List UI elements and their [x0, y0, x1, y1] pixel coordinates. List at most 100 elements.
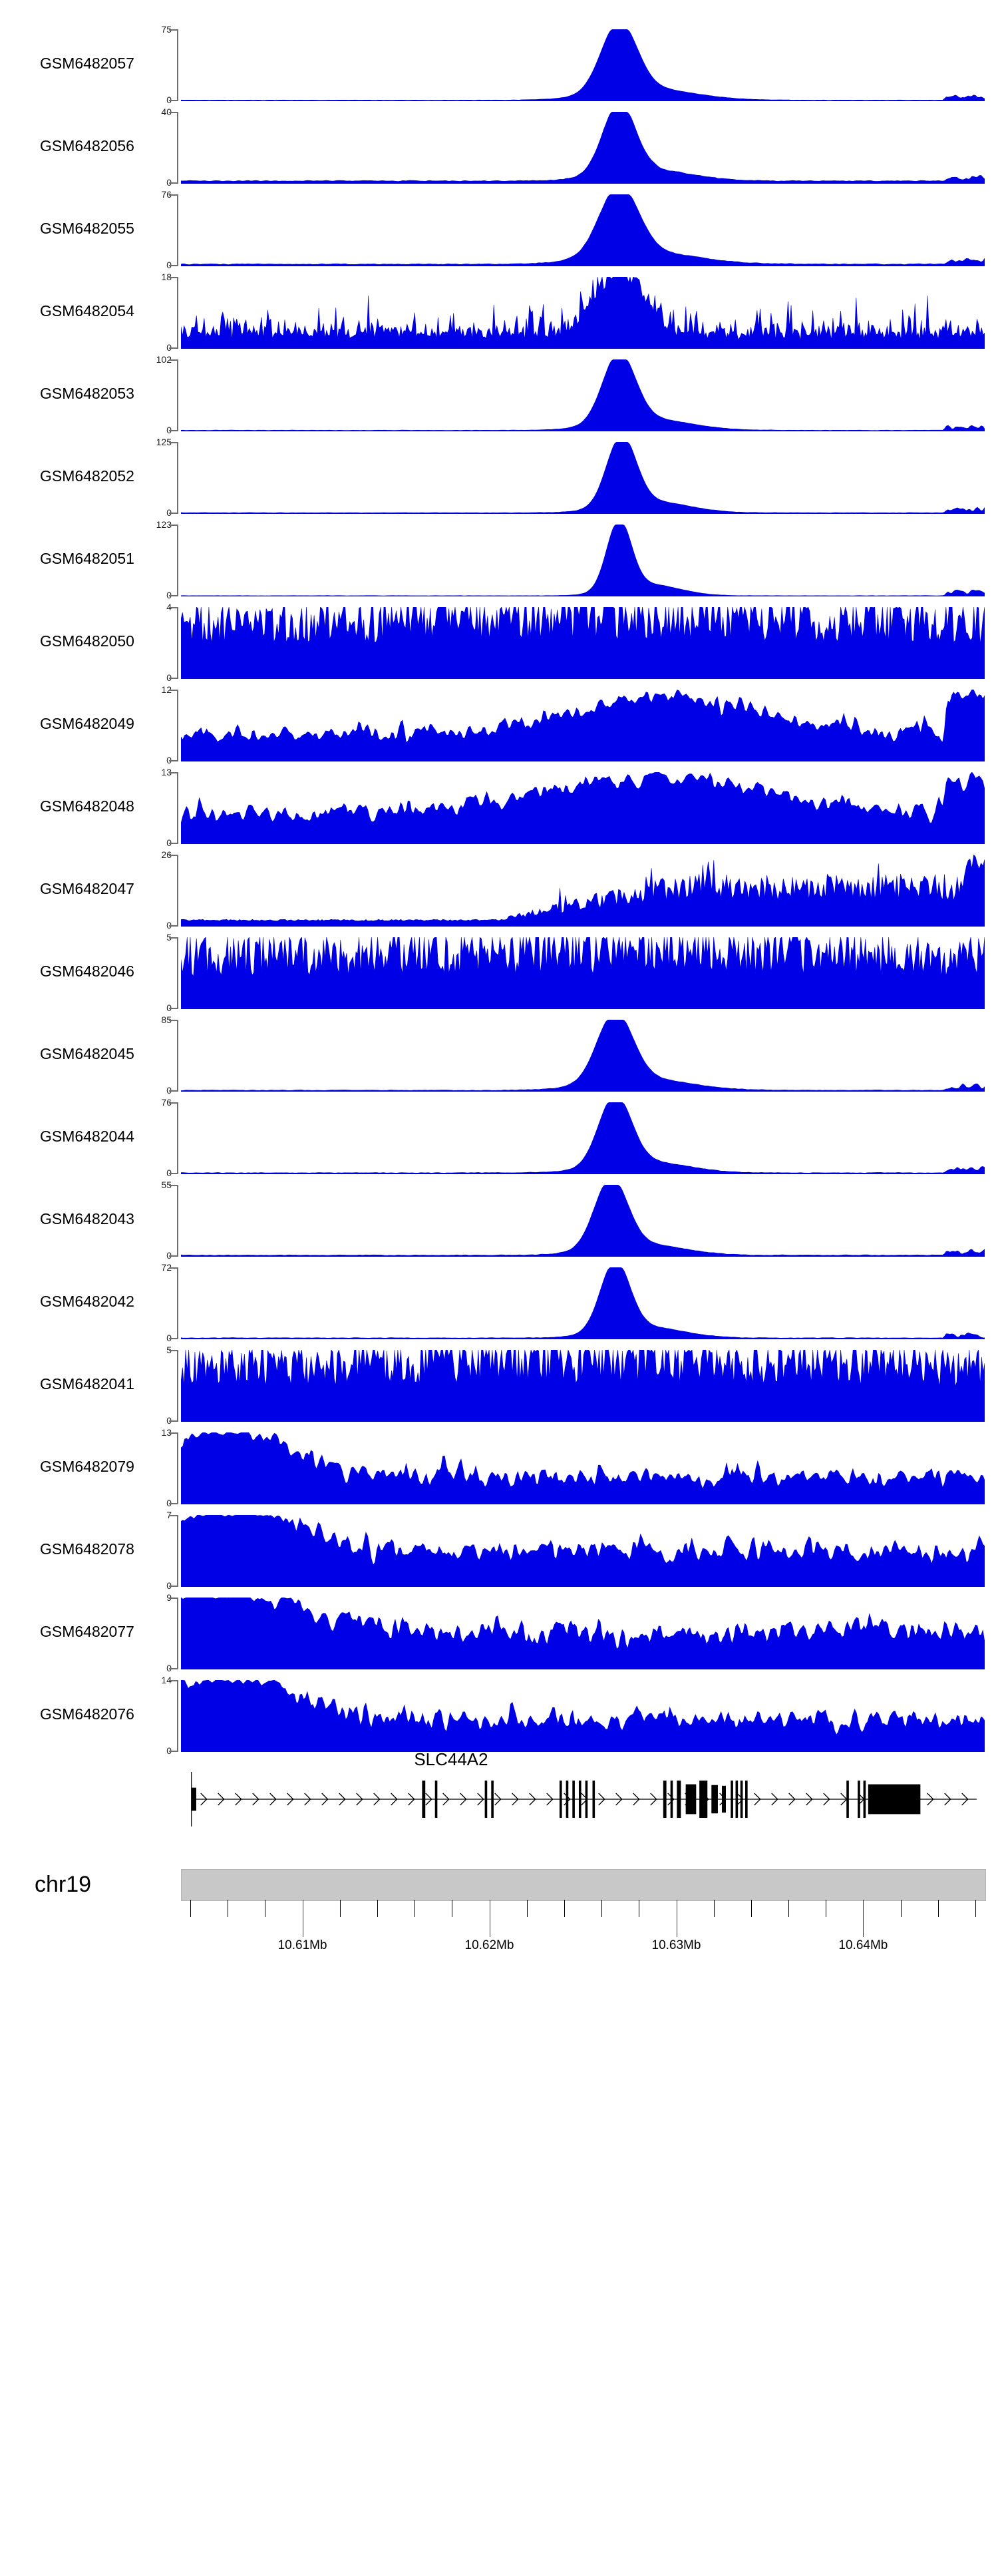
y-axis-tick-top: [169, 1267, 178, 1269]
y-axis-tick-bottom: [169, 1503, 178, 1504]
coverage-track[interactable]: GSM6482057 75 0: [0, 23, 998, 105]
coverage-track[interactable]: GSM6482047 26 0: [0, 848, 998, 931]
track-label: GSM6482053: [40, 385, 134, 402]
track-signal[interactable]: [181, 1350, 985, 1422]
ruler-minor-tick: [377, 1900, 378, 1917]
track-signal[interactable]: [181, 1598, 985, 1669]
y-axis-line: [177, 112, 178, 184]
ruler-minor-tick: [190, 1900, 191, 1917]
ideogram-bar[interactable]: [181, 1869, 986, 1901]
track-signal[interactable]: [181, 1680, 985, 1752]
y-axis-line: [177, 1350, 178, 1422]
track-signal[interactable]: [181, 1102, 985, 1174]
signal-area: [181, 937, 985, 1009]
y-axis-max-label: 9: [137, 1592, 172, 1603]
track-label: GSM6482055: [40, 220, 134, 237]
track-label: GSM6482051: [40, 550, 134, 567]
track-signal[interactable]: [181, 855, 985, 927]
y-axis-max-label: 5: [137, 1345, 172, 1355]
y-axis-min-label: 0: [137, 95, 172, 105]
track-signal[interactable]: [181, 442, 985, 514]
signal-area: [181, 525, 985, 596]
coverage-track[interactable]: GSM6482056 40 0: [0, 105, 998, 188]
coverage-track[interactable]: GSM6482053 102 0: [0, 353, 998, 435]
y-axis-tick-top: [169, 855, 178, 856]
y-axis-tick-bottom: [169, 182, 178, 184]
coverage-track[interactable]: GSM6482049 12 0: [0, 683, 998, 765]
y-axis-max-label: 26: [161, 849, 172, 860]
coverage-track[interactable]: GSM6482050 4 0: [0, 600, 998, 683]
track-signal[interactable]: [181, 1020, 985, 1092]
track-signal[interactable]: [181, 1432, 985, 1504]
track-signal[interactable]: [181, 607, 985, 679]
coverage-track[interactable]: GSM6482052 125 0: [0, 435, 998, 518]
track-label: GSM6482041: [40, 1375, 134, 1393]
y-axis-max-label: 5: [137, 932, 172, 943]
coverage-track[interactable]: GSM6482079 13 0: [0, 1426, 998, 1508]
y-axis-min-label: 0: [137, 590, 172, 600]
gene-name-label: SLC44A2: [414, 1749, 488, 1769]
y-axis-max-label: 40: [161, 107, 172, 117]
y-axis-tick-top: [169, 1598, 178, 1599]
y-axis-tick-top: [169, 359, 178, 361]
signal-area: [181, 29, 985, 101]
track-signal[interactable]: [181, 690, 985, 761]
y-axis-line: [177, 1102, 178, 1174]
y-axis-min-label: 0: [137, 1333, 172, 1343]
track-signal[interactable]: [181, 112, 985, 184]
coverage-track[interactable]: GSM6482045 85 0: [0, 1013, 998, 1096]
coverage-track[interactable]: GSM6482046 5 0: [0, 931, 998, 1013]
signal-area: [181, 1102, 985, 1174]
y-axis-max-label: 72: [161, 1262, 172, 1273]
track-signal[interactable]: [181, 359, 985, 431]
y-axis-min-label: 0: [137, 1002, 172, 1013]
y-axis-min-label: 0: [137, 507, 172, 518]
y-axis-tick-bottom: [169, 760, 178, 761]
y-axis-min-label: 0: [137, 672, 172, 683]
track-signal[interactable]: [181, 1267, 985, 1339]
y-axis-tick-bottom: [169, 1751, 178, 1752]
coverage-track[interactable]: GSM6482043 55 0: [0, 1178, 998, 1261]
coverage-track[interactable]: GSM6482042 72 0: [0, 1261, 998, 1343]
y-axis-line: [177, 1020, 178, 1092]
ruler-major-tick: [863, 1900, 864, 1937]
track-signal[interactable]: [181, 772, 985, 844]
signal-area: [181, 690, 985, 761]
track-signal[interactable]: [181, 194, 985, 266]
signal-area: [181, 112, 985, 184]
y-axis-tick-bottom: [169, 1668, 178, 1669]
signal-area: [181, 1267, 985, 1339]
coverage-track[interactable]: GSM6482055 76 0: [0, 188, 998, 270]
y-axis-line: [177, 607, 178, 679]
track-label: GSM6482077: [40, 1623, 134, 1640]
y-axis-tick-top: [169, 772, 178, 773]
coverage-track[interactable]: GSM6482054 18 0: [0, 270, 998, 353]
y-axis-tick-top: [169, 277, 178, 278]
coverage-track[interactable]: GSM6482051 123 0: [0, 518, 998, 600]
coverage-track[interactable]: GSM6482076 14 0: [0, 1673, 998, 1756]
coverage-track[interactable]: GSM6482041 5 0: [0, 1343, 998, 1426]
track-signal[interactable]: [181, 277, 985, 349]
track-signal[interactable]: [181, 525, 985, 596]
y-axis-tick-bottom: [169, 1090, 178, 1092]
track-signal[interactable]: [181, 1185, 985, 1257]
track-signal[interactable]: [181, 937, 985, 1009]
track-signal[interactable]: [181, 1515, 985, 1587]
y-axis-line: [177, 29, 178, 101]
coverage-track[interactable]: GSM6482044 76 0: [0, 1096, 998, 1178]
y-axis-min-label: 0: [137, 837, 172, 848]
ruler-minor-tick: [601, 1900, 603, 1917]
y-axis-min-label: 0: [137, 177, 172, 188]
signal-area: [181, 1598, 985, 1669]
gene-model-track[interactable]: [181, 1771, 985, 1828]
track-signal[interactable]: [181, 29, 985, 101]
y-axis-line: [177, 1432, 178, 1504]
ruler-minor-tick: [975, 1900, 976, 1917]
coverage-track[interactable]: GSM6482077 9 0: [0, 1591, 998, 1673]
y-axis-min-label: 0: [137, 920, 172, 931]
track-label: GSM6482076: [40, 1705, 134, 1723]
coverage-track[interactable]: GSM6482048 13 0: [0, 765, 998, 848]
coverage-track[interactable]: GSM6482078 7 0: [0, 1508, 998, 1591]
y-axis-tick-bottom: [169, 678, 178, 679]
y-axis-line: [177, 359, 178, 431]
